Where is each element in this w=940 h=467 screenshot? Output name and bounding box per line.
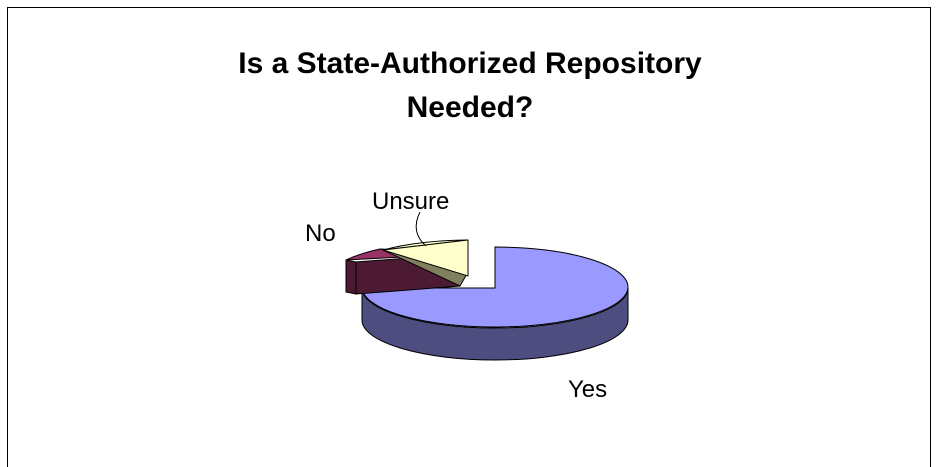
chart-area: Is a State-Authorized Repository Needed? [7, 7, 931, 467]
chart-title-line-2: Needed? [406, 91, 534, 124]
chart-title: Is a State-Authorized Repository Needed? [8, 42, 932, 130]
chart-title-line-1: Is a State-Authorized Repository [238, 47, 702, 80]
slice-label-no: No [305, 220, 336, 247]
slice-label-unsure: Unsure [372, 188, 449, 215]
pie-slice-yes [361, 246, 629, 361]
pie-slice-unsure [381, 239, 469, 287]
leader-line-unsure [415, 211, 427, 247]
slice-label-yes: Yes [568, 376, 607, 403]
